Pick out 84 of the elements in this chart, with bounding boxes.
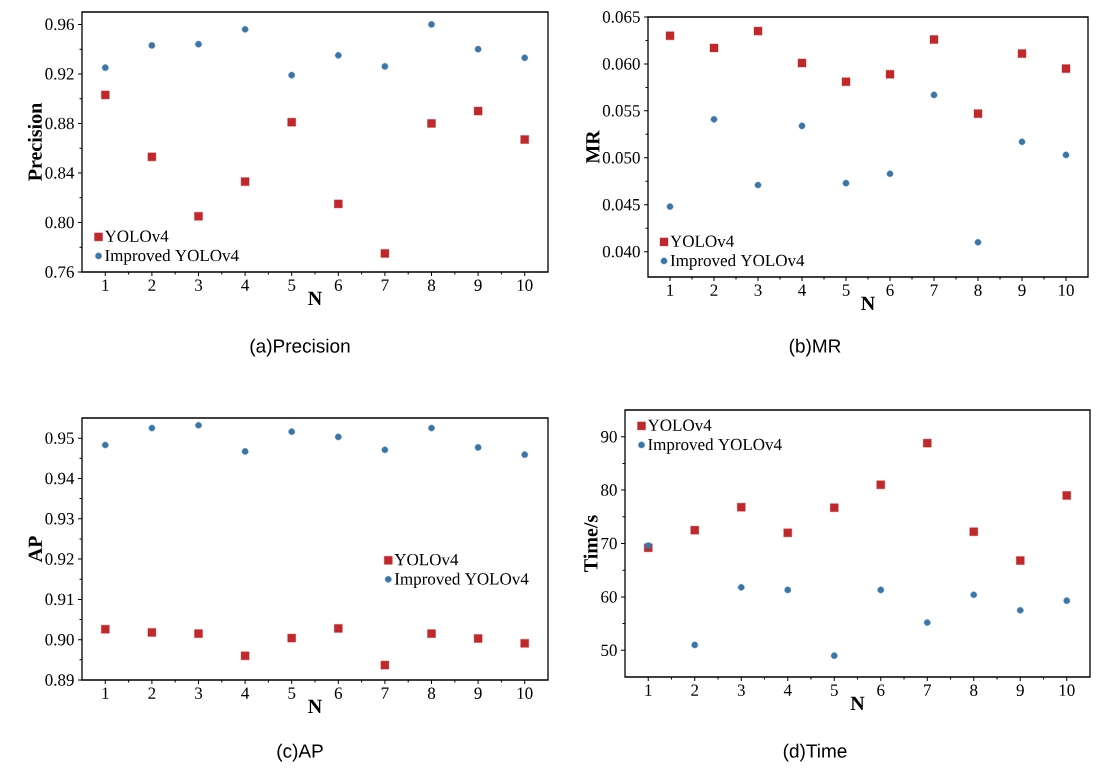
x-tick-label: 7	[924, 684, 932, 696]
y-tick-label: 0.76	[45, 266, 74, 278]
legend-label: YOLOv4	[104, 230, 169, 242]
x-tick-label: 7	[930, 284, 938, 296]
y-tick-label: 0.040	[602, 245, 640, 258]
y-tick-label: 0.92	[45, 68, 74, 80]
y-tick-label: 0.91	[45, 593, 74, 606]
x-tick-label: 1	[667, 284, 674, 296]
x-tick-label: 3	[754, 284, 762, 296]
y-tick-label: 0.90	[45, 633, 74, 646]
x-tick-label: 8	[427, 687, 436, 700]
x-tick-label: 10	[1059, 284, 1074, 297]
legend-label: YOLOv4	[670, 235, 734, 247]
y-tick-label: 0.80	[45, 216, 74, 229]
y-axis-title: MR	[586, 130, 600, 164]
x-tick-label: 4	[241, 687, 250, 699]
x-tick-label: 6	[334, 279, 343, 291]
y-tick-label: 50	[601, 644, 617, 657]
legend-label: Improved YOLOv4	[394, 572, 529, 589]
x-tick-label: 2	[148, 687, 156, 699]
y-tick-label: 0.88	[45, 117, 74, 130]
x-tick-label: 9	[474, 687, 482, 699]
x-tick-label: 6	[877, 684, 885, 696]
y-tick-label: 0.055	[602, 105, 640, 117]
x-tick-label: 5	[288, 279, 296, 291]
y-tick-label: 0.060	[602, 58, 640, 70]
x-tick-label: 7	[381, 687, 389, 699]
x-axis-title: N	[308, 699, 322, 713]
x-tick-label: 3	[195, 279, 203, 291]
y-axis-title: Precision	[27, 103, 42, 181]
y-tick-label: 0.94	[45, 472, 75, 485]
y-axis-title: AP	[28, 536, 42, 563]
y-axis-title: Time/s	[583, 515, 598, 572]
y-tick-label: 0.89	[45, 674, 74, 686]
x-tick-label: 6	[334, 687, 343, 699]
x-tick-label: 10	[1059, 684, 1075, 697]
x-tick-label: 2	[691, 684, 699, 696]
legend-label: Improved YOLOv4	[105, 249, 239, 265]
y-tick-label: 0.050	[602, 152, 640, 164]
x-tick-label: 2	[148, 279, 156, 291]
x-tick-label: 8	[970, 684, 978, 697]
y-tick-label: 0.045	[602, 198, 640, 211]
x-axis-title: N	[308, 291, 322, 305]
legend-label: Improved YOLOv4	[648, 438, 782, 454]
x-tick-label: 10	[517, 687, 533, 700]
x-tick-label: 9	[474, 279, 482, 291]
x-tick-label: 1	[102, 687, 109, 699]
y-tick-label: 0.065	[602, 11, 640, 23]
x-axis-title: N	[861, 296, 875, 310]
x-tick-label: 7	[381, 279, 389, 291]
x-tick-label: 6	[886, 284, 894, 296]
x-tick-label: 3	[195, 687, 203, 699]
text: (b)MR	[789, 338, 841, 357]
x-tick-label: 5	[831, 684, 838, 696]
x-tick-label: 4	[241, 279, 250, 291]
x-tick-label: 9	[1016, 684, 1024, 696]
legend-label: Improved YOLOv4	[670, 254, 805, 270]
y-tick-label: 0.93	[45, 512, 74, 525]
x-tick-label: 1	[102, 279, 109, 291]
x-tick-label: 10	[517, 279, 533, 292]
text: (c)AP	[277, 743, 323, 762]
x-axis-title: N	[850, 696, 865, 710]
text: (d)Time	[783, 743, 847, 762]
x-tick-label: 5	[842, 284, 850, 296]
y-tick-label: 60	[601, 591, 617, 603]
y-tick-label: 90	[601, 430, 617, 443]
x-tick-label: 5	[288, 687, 296, 699]
x-tick-label: 8	[974, 284, 982, 297]
y-tick-label: 0.96	[45, 18, 74, 31]
x-tick-label: 2	[710, 284, 718, 296]
x-tick-label: 3	[737, 684, 745, 696]
x-tick-label: 8	[427, 279, 436, 292]
legend-label: YOLOv4	[394, 553, 459, 566]
legend-label: YOLOv4	[647, 419, 712, 431]
y-tick-label: 0.84	[45, 167, 75, 179]
y-tick-label: 70	[601, 537, 617, 550]
y-tick-label: 0.92	[45, 553, 74, 565]
y-tick-label: 80	[601, 484, 617, 496]
x-tick-label: 4	[783, 684, 792, 696]
x-tick-label: 9	[1018, 284, 1026, 296]
x-tick-label: 1	[645, 684, 652, 696]
text: (a)Precision	[250, 338, 350, 357]
y-tick-label: 0.95	[45, 432, 74, 444]
x-tick-label: 4	[798, 284, 806, 296]
